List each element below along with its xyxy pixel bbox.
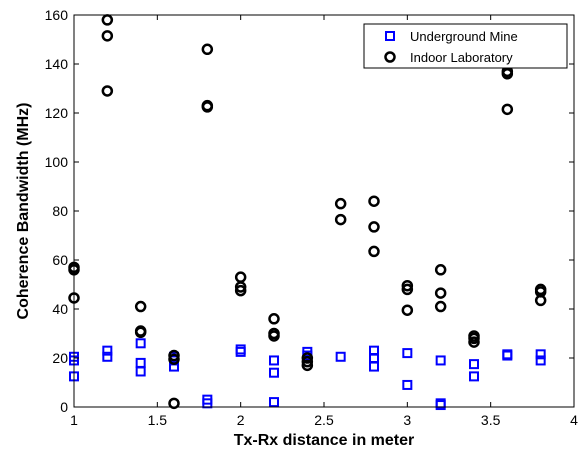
underground-mine-point bbox=[369, 361, 379, 372]
x-tick-label: 2 bbox=[237, 412, 245, 428]
underground-mine-point bbox=[402, 379, 413, 390]
indoor-laboratory-point bbox=[134, 300, 147, 313]
indoor-laboratory-point bbox=[468, 336, 480, 348]
underground-mine-point bbox=[269, 367, 279, 378]
underground-mine-point bbox=[269, 397, 279, 408]
indoor-laboratory-point bbox=[268, 330, 280, 342]
underground-mine-point bbox=[135, 338, 146, 349]
indoor-laboratory-point bbox=[334, 197, 347, 210]
indoor-laboratory-point bbox=[501, 103, 514, 116]
indoor-laboratory-point bbox=[101, 85, 114, 97]
x-tick-label: 4 bbox=[570, 412, 578, 428]
x-axis-title: Tx-Rx distance in meter bbox=[234, 432, 415, 449]
indoor-laboratory-point bbox=[201, 101, 214, 113]
data-marks bbox=[68, 14, 547, 411]
indoor-laboratory-point bbox=[234, 281, 247, 293]
underground-mine-point bbox=[102, 345, 113, 356]
x-tick-label: 1 bbox=[70, 412, 78, 428]
y-axis-title: Coherence Bandwidth (MHz) bbox=[15, 103, 32, 320]
plot-frame bbox=[73, 14, 575, 408]
indoor-laboratory-point bbox=[168, 353, 180, 365]
underground-mine-point bbox=[135, 366, 146, 377]
legend-indoor-laboratory-marker bbox=[384, 51, 396, 63]
legend: Underground Mine Indoor Laboratory bbox=[363, 23, 568, 69]
indoor-laboratory-point bbox=[434, 287, 447, 299]
underground-mine-point bbox=[335, 351, 346, 362]
legend-items: Underground Mine Indoor Laboratory bbox=[384, 29, 518, 65]
underground-mine-point bbox=[469, 359, 479, 370]
indoor-laboratory-point bbox=[368, 245, 380, 258]
indoor-laboratory-point bbox=[401, 279, 414, 292]
indoor-laboratory-point bbox=[401, 304, 414, 316]
indoor-laboratory-point bbox=[501, 68, 514, 80]
indoor-laboratory-point bbox=[434, 300, 447, 313]
y-tick-label: 120 bbox=[45, 105, 69, 121]
legend-underground-mine-marker bbox=[385, 31, 395, 41]
underground-mine-point bbox=[402, 348, 413, 359]
underground-mine-point bbox=[269, 355, 279, 366]
y-tick-label: 100 bbox=[45, 154, 69, 170]
y-tick-label: 160 bbox=[45, 7, 69, 23]
indoor-laboratory-point bbox=[168, 349, 180, 362]
underground-mine-point bbox=[435, 355, 446, 366]
x-tick-label: 1.5 bbox=[148, 412, 168, 428]
x-tick-label: 3.5 bbox=[481, 412, 501, 428]
indoor-laboratory-point bbox=[534, 294, 547, 307]
legend-underground-mine-label: Underground Mine bbox=[410, 29, 518, 44]
y-tick-label: 20 bbox=[52, 350, 68, 366]
indoor-laboratory-point bbox=[368, 195, 380, 207]
underground-mine-point bbox=[435, 400, 446, 411]
indoor-laboratory-point bbox=[168, 397, 180, 410]
indoor-laboratory-point bbox=[234, 284, 247, 297]
indoor-laboratory-point bbox=[301, 359, 314, 372]
legend-indoor-laboratory-label: Indoor Laboratory bbox=[410, 50, 513, 65]
legend-box bbox=[363, 23, 568, 69]
indoor-laboratory-point bbox=[301, 352, 314, 364]
underground-mine-point bbox=[502, 350, 513, 361]
y-tick-label: 60 bbox=[52, 252, 68, 268]
underground-mine-point bbox=[102, 351, 113, 362]
indoor-laboratory-point bbox=[201, 43, 214, 56]
indoor-laboratory-point bbox=[368, 221, 380, 233]
underground-mine-point bbox=[535, 355, 546, 366]
underground-mine-point bbox=[469, 371, 479, 382]
x-tick-label: 2.5 bbox=[314, 412, 334, 428]
x-tick-label: 3 bbox=[403, 412, 411, 428]
plot-area bbox=[74, 15, 574, 407]
indoor-laboratory-point bbox=[134, 326, 147, 339]
y-tick-label: 140 bbox=[45, 56, 69, 72]
indoor-laboratory-point bbox=[468, 332, 480, 345]
underground-mine-point bbox=[535, 349, 546, 360]
indoor-laboratory-point bbox=[101, 30, 114, 42]
y-tick-label: 80 bbox=[52, 203, 68, 219]
indoor-laboratory-point bbox=[334, 213, 347, 226]
indoor-laboratory-point bbox=[401, 283, 414, 296]
indoor-laboratory-point bbox=[268, 313, 280, 325]
indoor-laboratory-point bbox=[434, 264, 447, 276]
underground-mine-point bbox=[235, 346, 246, 357]
y-tick-label: 40 bbox=[52, 301, 68, 317]
y-tick-label: 0 bbox=[60, 399, 68, 415]
indoor-laboratory-point bbox=[301, 355, 314, 368]
